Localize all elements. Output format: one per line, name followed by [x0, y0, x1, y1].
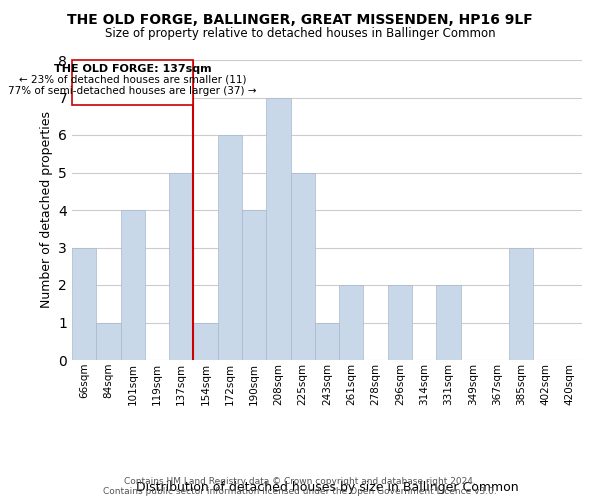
Bar — [72, 248, 96, 360]
Bar — [193, 322, 218, 360]
Bar — [290, 172, 315, 360]
Text: Contains public sector information licensed under the Open Government Licence v3: Contains public sector information licen… — [103, 488, 497, 496]
Bar — [96, 322, 121, 360]
Bar — [266, 98, 290, 360]
Bar — [436, 285, 461, 360]
Bar — [509, 248, 533, 360]
Text: THE OLD FORGE: 137sqm: THE OLD FORGE: 137sqm — [54, 64, 212, 74]
Bar — [315, 322, 339, 360]
Bar — [121, 210, 145, 360]
Bar — [169, 172, 193, 360]
X-axis label: Distribution of detached houses by size in Ballinger Common: Distribution of detached houses by size … — [136, 482, 518, 494]
Text: THE OLD FORGE, BALLINGER, GREAT MISSENDEN, HP16 9LF: THE OLD FORGE, BALLINGER, GREAT MISSENDE… — [67, 12, 533, 26]
Bar — [388, 285, 412, 360]
Text: ← 23% of detached houses are smaller (11): ← 23% of detached houses are smaller (11… — [19, 75, 247, 85]
Text: Size of property relative to detached houses in Ballinger Common: Size of property relative to detached ho… — [104, 28, 496, 40]
Y-axis label: Number of detached properties: Number of detached properties — [40, 112, 53, 308]
Text: 77% of semi-detached houses are larger (37) →: 77% of semi-detached houses are larger (… — [8, 86, 257, 96]
Text: Contains HM Land Registry data © Crown copyright and database right 2024.: Contains HM Land Registry data © Crown c… — [124, 478, 476, 486]
Bar — [218, 135, 242, 360]
Bar — [339, 285, 364, 360]
Bar — [242, 210, 266, 360]
Bar — [72, 60, 193, 105]
